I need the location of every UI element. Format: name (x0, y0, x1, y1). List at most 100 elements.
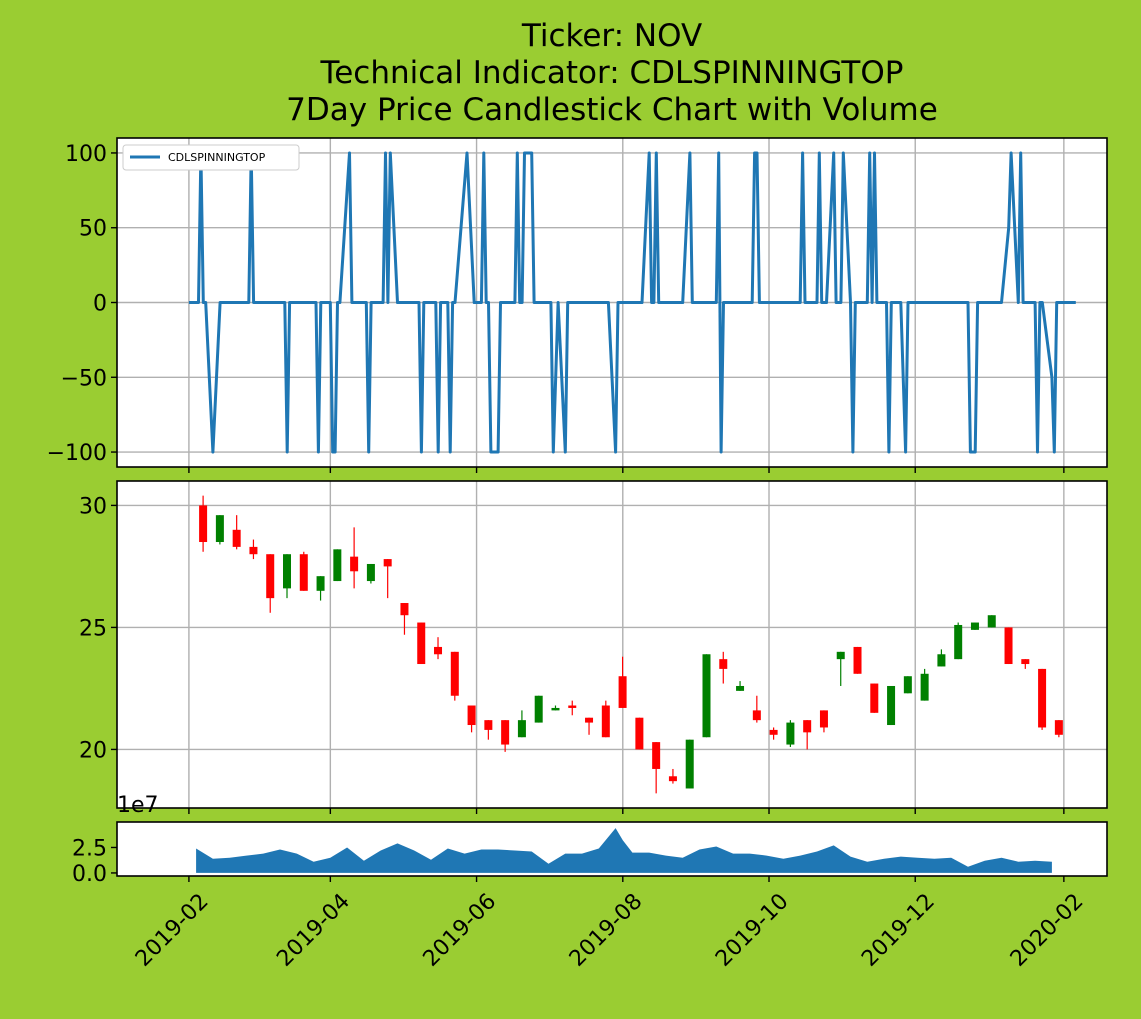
volume-y-ticks: 2.50.0 (72, 836, 117, 887)
candle (803, 720, 812, 750)
candle-body (383, 559, 392, 567)
candle-body (266, 554, 275, 599)
candle-body (635, 717, 644, 750)
candle (232, 515, 241, 550)
candle-body (786, 722, 795, 745)
candle (316, 576, 325, 601)
volume-frame (116, 821, 1108, 877)
candle-body (987, 615, 996, 628)
indicator-y-tick-label: 100 (65, 142, 107, 167)
candle (383, 559, 392, 599)
candle (836, 651, 845, 686)
candle-body (769, 729, 778, 735)
candle (333, 549, 342, 582)
candle (668, 768, 677, 784)
candle-body (601, 705, 610, 738)
candle (585, 717, 594, 735)
candle (786, 720, 795, 747)
candle (769, 727, 778, 740)
price-y-tick-label: 30 (79, 494, 107, 519)
candle-body (685, 739, 694, 789)
candle (283, 554, 292, 599)
title-line-3: 7Day Price Candlestick Chart with Volume (286, 92, 938, 128)
candle-body (903, 676, 912, 694)
candle (484, 720, 493, 740)
price-y-tick-label: 20 (79, 738, 107, 763)
candle-body (434, 646, 443, 655)
candle-body (668, 776, 677, 782)
candle-body (534, 695, 543, 723)
candle (1021, 659, 1030, 669)
candle-body (417, 622, 426, 665)
indicator-line (188, 151, 1076, 454)
candle-body (283, 554, 292, 589)
candle-body (702, 654, 711, 738)
candle-body (568, 705, 577, 708)
candle (350, 527, 359, 589)
candle (752, 695, 761, 723)
price-panel: 30 25 20 (79, 480, 1108, 814)
candle-body (970, 622, 979, 630)
price-y-tick-label: 25 (79, 616, 107, 641)
candle (853, 646, 862, 674)
candle (501, 720, 510, 752)
candle (266, 554, 275, 613)
candle-body (215, 515, 224, 543)
title-line-2: Technical Indicator: CDLSPINNINGTOP (320, 55, 904, 91)
candle-body (232, 529, 241, 547)
candle-body (333, 549, 342, 582)
legend: CDLSPINNINGTOP (122, 144, 300, 171)
candle (299, 551, 308, 591)
candle-body (350, 556, 359, 572)
candle (920, 668, 929, 701)
candle-body (870, 683, 879, 713)
candle-body (719, 659, 728, 669)
candle-body (819, 710, 828, 728)
candle (450, 651, 459, 701)
price-candles (199, 495, 1063, 794)
candle-body (803, 720, 812, 733)
candle (467, 705, 476, 733)
candle-body (1054, 720, 1063, 735)
candle-body (551, 707, 560, 711)
indicator-series (188, 151, 1076, 454)
candle (954, 622, 963, 660)
price-x-ticks (188, 808, 1065, 814)
candle (719, 651, 728, 684)
candle (400, 603, 409, 635)
candle (702, 654, 711, 738)
volume-area (196, 828, 1052, 873)
candle (417, 622, 426, 665)
price-y-ticks: 30 25 20 (79, 494, 117, 763)
candle (970, 622, 979, 630)
candle-body (199, 505, 208, 543)
candle-body (887, 685, 896, 726)
candle-body (1004, 627, 1013, 665)
indicator-x-ticks (188, 467, 1065, 473)
candle-body (652, 742, 661, 769)
candle (870, 683, 879, 713)
candle-body (316, 576, 325, 591)
legend-label: CDLSPINNINGTOP (168, 151, 266, 164)
price-grid (117, 481, 1107, 808)
candle (736, 681, 745, 691)
candle-body (853, 646, 862, 674)
candle-body (618, 676, 627, 708)
candle (366, 563, 375, 584)
volume-y-tick-label: 2.5 (72, 836, 107, 861)
volume-y-tick-label: 0.0 (72, 862, 107, 887)
title-line-1: Ticker: NOV (521, 18, 702, 54)
candle (534, 695, 543, 723)
candle-body (450, 651, 459, 696)
candle (887, 685, 896, 726)
candle (987, 615, 996, 628)
indicator-y-tick-label: −100 (47, 441, 107, 466)
candle (819, 710, 828, 733)
candle (199, 495, 208, 552)
candle (517, 710, 526, 738)
candle-body (484, 720, 493, 730)
candle (249, 539, 258, 560)
candle-body (954, 624, 963, 660)
candle (1004, 627, 1013, 665)
